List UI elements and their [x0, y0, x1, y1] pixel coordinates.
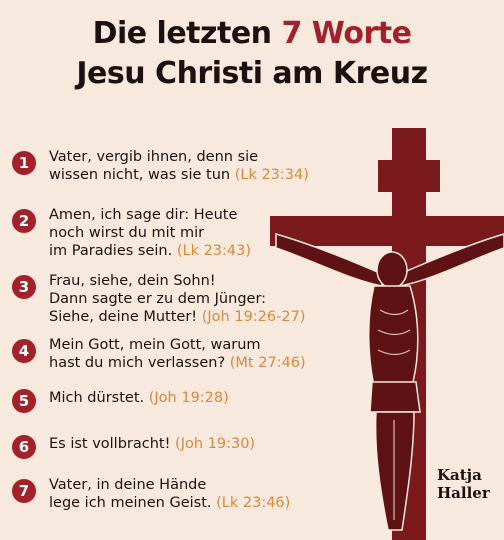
crucifix-illustration — [270, 128, 504, 540]
item-text: Vater, vergib ihnen, denn sie wissen nic… — [49, 149, 309, 183]
list-item: 7 Vater, in deine Hände lege ich meinen … — [12, 476, 290, 512]
bible-reference: (Mt 27:46) — [229, 355, 306, 371]
list-item: 3 Frau, siehe, dein Sohn! Dann sagte er … — [12, 272, 305, 326]
item-text: Mich dürstet. (Joh 19:28) — [49, 390, 229, 406]
christ-figure — [275, 232, 504, 531]
item-text: Frau, siehe, dein Sohn! Dann sagte er zu… — [49, 273, 306, 325]
list-item: 2 Amen, ich sage dir: Heute noch wirst d… — [12, 206, 251, 260]
number-badge: 3 — [12, 275, 36, 299]
number-badge: 4 — [12, 339, 36, 363]
item-text: Amen, ich sage dir: Heute noch wirst du … — [49, 207, 252, 259]
bible-reference: (Lk 23:46) — [216, 495, 291, 511]
page-title: Die letzten 7 Worte Jesu Christi am Kreu… — [0, 14, 504, 94]
bible-reference: (Joh 19:28) — [148, 390, 229, 406]
title-line-2: Jesu Christi am Kreuz — [76, 56, 428, 91]
bible-reference: (Joh 19:30) — [175, 436, 256, 452]
title-prefix: Die letzten — [92, 16, 272, 51]
number-badge: 2 — [12, 209, 36, 233]
item-text: Vater, in deine Hände lege ich meinen Ge… — [49, 477, 291, 511]
artist-signature: Katja Haller — [437, 466, 490, 502]
bible-reference: (Joh 19:26-27) — [201, 309, 306, 325]
number-badge: 6 — [12, 435, 36, 459]
title-accent: 7 Worte — [281, 16, 412, 51]
cross-horizontal-beam — [270, 216, 504, 246]
cross-titulus — [378, 160, 440, 192]
list-item: 5 Mich dürstet. (Joh 19:28) — [12, 386, 229, 413]
item-text: Mein Gott, mein Gott, warum hast du mich… — [49, 337, 306, 371]
bible-reference: (Lk 23:34) — [234, 167, 309, 183]
list-item: 1 Vater, vergib ihnen, denn sie wissen n… — [12, 148, 309, 184]
title-line-1: Die letzten 7 Worte — [0, 14, 504, 54]
list-item: 6 Es ist vollbracht! (Joh 19:30) — [12, 432, 255, 459]
number-badge: 5 — [12, 389, 36, 413]
list-item: 4 Mein Gott, mein Gott, warum hast du mi… — [12, 336, 306, 372]
number-badge: 7 — [12, 479, 36, 503]
bible-reference: (Lk 23:43) — [176, 243, 252, 259]
item-text: Es ist vollbracht! (Joh 19:30) — [49, 436, 256, 452]
number-badge: 1 — [12, 151, 36, 175]
